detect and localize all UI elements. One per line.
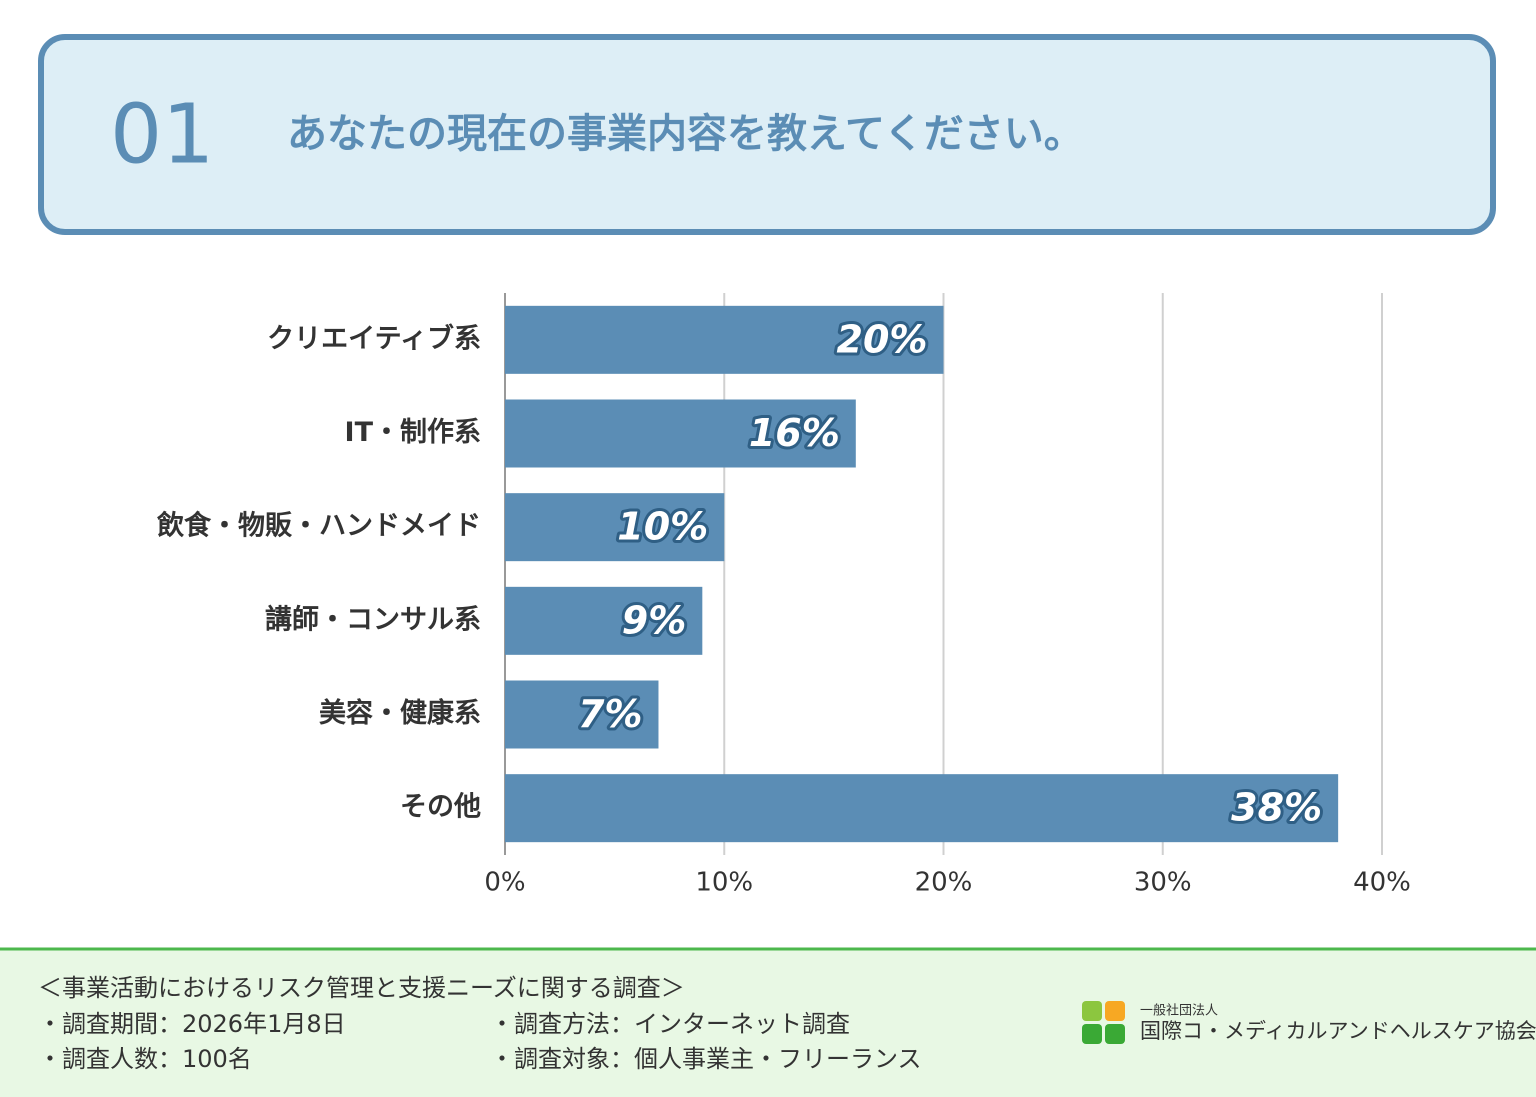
x-tick-label: 20% bbox=[915, 868, 973, 898]
x-tick-label: 30% bbox=[1134, 868, 1192, 898]
question-text: あなたの現在の事業内容を教えてください。 bbox=[287, 111, 1084, 157]
value-label: 9% bbox=[622, 598, 687, 642]
survey-item: ・調査対象：個人事業主・フリーランス bbox=[490, 1045, 922, 1073]
bar bbox=[505, 399, 856, 468]
bar bbox=[505, 586, 703, 655]
survey-item: ・調査期間：2026年1月8日 bbox=[38, 1010, 346, 1038]
logo bbox=[1082, 1001, 1125, 1044]
bar bbox=[505, 774, 1339, 843]
y-tick-label: 講師・コンサル系 bbox=[265, 603, 481, 635]
value-label: 20% bbox=[837, 317, 928, 361]
value-label: 16% bbox=[749, 411, 840, 455]
footer-bg bbox=[0, 950, 1536, 1097]
survey-item: ・調査方法：インターネット調査 bbox=[490, 1010, 850, 1038]
org-small: 一般社団法人 bbox=[1140, 1003, 1218, 1019]
bar bbox=[505, 305, 944, 374]
chart: 0% 10% 20% 30% 40% クリエイティブ系 20% IT・制作系 16% 飲食・物販・… bbox=[156, 293, 1411, 898]
y-tick-label: その他 bbox=[400, 792, 481, 823]
x-tick-label: 0% bbox=[484, 868, 525, 898]
y-tick-label: 飲食・物販・ハンドメイド bbox=[156, 510, 481, 542]
y-tick-label: クリエイティブ系 bbox=[267, 322, 481, 354]
header-box bbox=[38, 34, 1496, 235]
x-tick-label: 40% bbox=[1353, 868, 1411, 898]
x-tick-label: 10% bbox=[695, 868, 753, 898]
question-number: 01 bbox=[110, 87, 214, 182]
value-label: 7% bbox=[578, 692, 643, 736]
survey-item: ・調査人数：100名 bbox=[38, 1045, 252, 1073]
value-label: 10% bbox=[617, 505, 708, 549]
bar bbox=[505, 493, 725, 562]
y-tick-label: IT・制作系 bbox=[345, 417, 481, 448]
y-tick-label: 美容・健康系 bbox=[319, 697, 481, 729]
survey-title: ＜事業活動におけるリスク管理と支援ニーズに関する調査＞ bbox=[38, 974, 685, 1002]
value-label: 38% bbox=[1231, 786, 1322, 830]
org-name: 国際コ・メディカルアンドヘルスケア協会 bbox=[1140, 1019, 1536, 1043]
bar bbox=[505, 680, 659, 749]
